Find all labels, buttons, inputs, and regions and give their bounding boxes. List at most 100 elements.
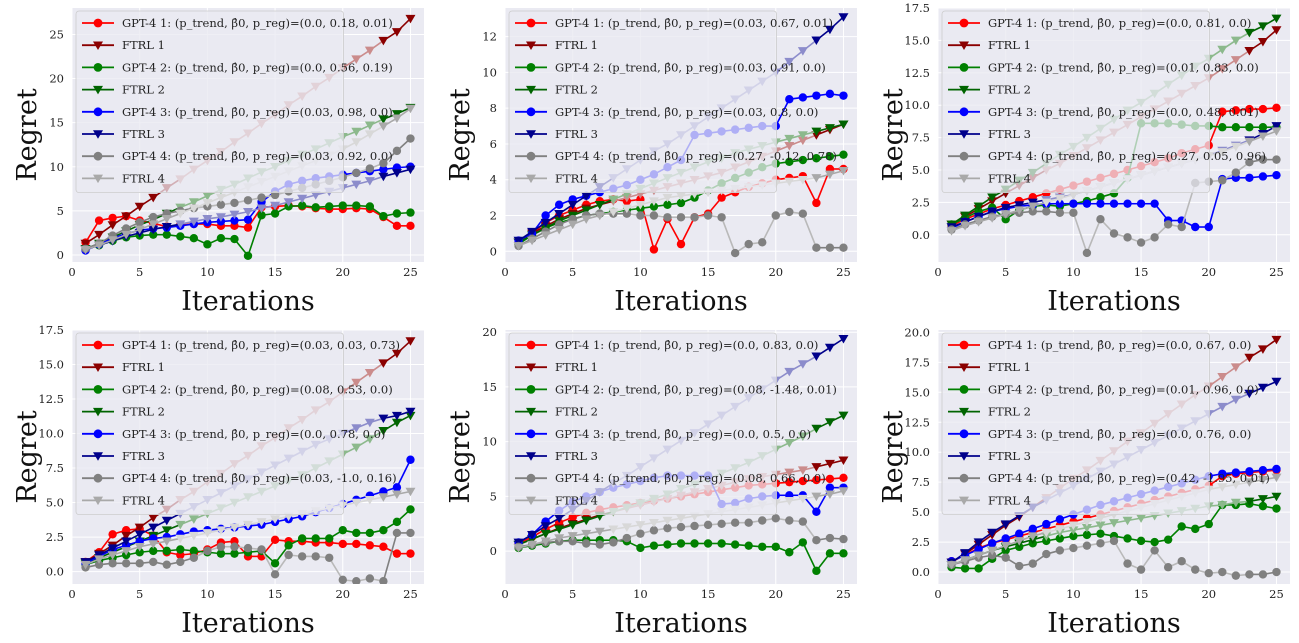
data-point [1069,543,1078,553]
data-point [1096,193,1105,202]
data-point [216,233,226,243]
data-point [406,549,415,558]
x-tick-label: 15 [701,587,716,601]
legend-entry: FTRL 2 [82,405,165,419]
data-point [188,217,199,227]
data-point [1082,541,1092,550]
data-point [243,543,253,553]
legend-label: FTRL 3 [988,449,1031,463]
legend-label: FTRL 3 [122,449,165,463]
data-point [216,549,226,558]
data-point [676,522,686,532]
data-point [1096,215,1105,224]
data-point [202,529,213,538]
legend-label: GPT-4 1: (p_trend, β̂0, p_reg)=(0.0, 0.1… [122,16,393,30]
data-point [1015,529,1024,538]
data-point [581,529,592,539]
data-point [730,518,740,527]
data-point [784,141,795,151]
data-point [94,216,104,225]
data-point [149,212,158,222]
series-line-segment [328,557,344,581]
y-tick-label: 0.0 [912,565,930,579]
x-tick-label: 5 [569,265,576,279]
data-point [973,218,984,227]
x-tick-label: 5 [136,265,143,279]
x-tick-label: 10 [1066,587,1081,601]
data-point [1272,464,1281,474]
data-point [405,165,416,175]
data-point [1257,345,1268,354]
data-point [134,202,145,212]
series-line-segment [84,220,100,244]
legend-entry: GPT-4 4: (p_trend, β̂0, p_reg)=(0.27, 0.… [948,149,1266,163]
data-point [1096,529,1105,538]
x-tick-label: 25 [836,265,851,279]
data-point [784,497,795,506]
data-point [758,516,767,525]
data-point [392,221,402,231]
legend-box [941,332,1210,516]
data-point [243,223,253,232]
data-point [1230,480,1241,490]
x-axis-label: Iterations [181,286,314,317]
data-point [1271,492,1282,502]
data-point [663,200,672,209]
data-point [149,230,158,239]
data-point [838,13,849,22]
data-point [135,218,144,227]
data-point [1054,194,1065,204]
data-point [107,544,118,553]
data-point [540,537,551,547]
legend-label: FTRL 2 [988,405,1031,419]
data-point [1055,208,1065,217]
x-tick-label: 0 [501,587,508,601]
data-point [215,526,226,535]
data-point [406,455,415,464]
data-point [1257,383,1268,393]
data-point [94,230,105,240]
data-point [744,541,753,550]
data-point [960,549,971,558]
data-point [554,226,565,235]
legend-entry: FTRL 2 [82,83,165,97]
data-point [811,127,822,137]
data-point [1217,45,1228,55]
data-point [364,121,375,131]
data-point [1257,476,1268,485]
data-point [838,120,849,130]
data-point [405,104,416,114]
legend-entry: GPT-4 1: (p_trend, β̂0, p_reg)=(0.03, 0.… [515,16,833,30]
data-point [229,523,240,533]
data-point [1027,532,1038,541]
data-point [352,168,361,178]
legend-entry: GPT-4 4: (p_trend, β̂0, p_reg)=(0.42, -1… [948,471,1270,485]
legend-label: GPT-4 4: (p_trend, β̂0, p_reg)=(0.42, -1… [988,471,1270,485]
data-point [364,496,375,505]
x-tick-label: 15 [1134,265,1149,279]
data-point [1244,389,1255,399]
data-point [609,538,618,547]
legend-entry: FTRL 4 [515,171,598,185]
legend-box [941,10,1210,194]
data-point [987,551,997,560]
legend-label: FTRL 4 [555,493,598,507]
data-point [567,201,578,210]
data-point [785,207,794,217]
x-tick-label: 10 [1066,265,1081,279]
data-point [379,542,388,551]
legend-entry: GPT-4 3: (p_trend, β̂0, p_reg)=(0.0, 0.7… [948,427,1251,441]
data-point [1272,103,1281,112]
data-point [1055,199,1065,208]
data-point [1014,201,1025,210]
data-point [1042,519,1051,529]
data-point [1204,569,1213,578]
data-point [325,553,334,562]
y-tick-label: 5.0 [46,496,64,510]
legend-entry: GPT-4 4: (p_trend, β̂0, p_reg)=(0.08, 0.… [515,471,826,485]
y-tick-label: 2 [490,208,497,222]
legend-label: GPT-4 1: (p_trend, β̂0, p_reg)=(0.0, 0.8… [555,338,818,352]
data-point [1204,222,1213,232]
data-point [297,194,308,204]
data-point [812,507,821,516]
